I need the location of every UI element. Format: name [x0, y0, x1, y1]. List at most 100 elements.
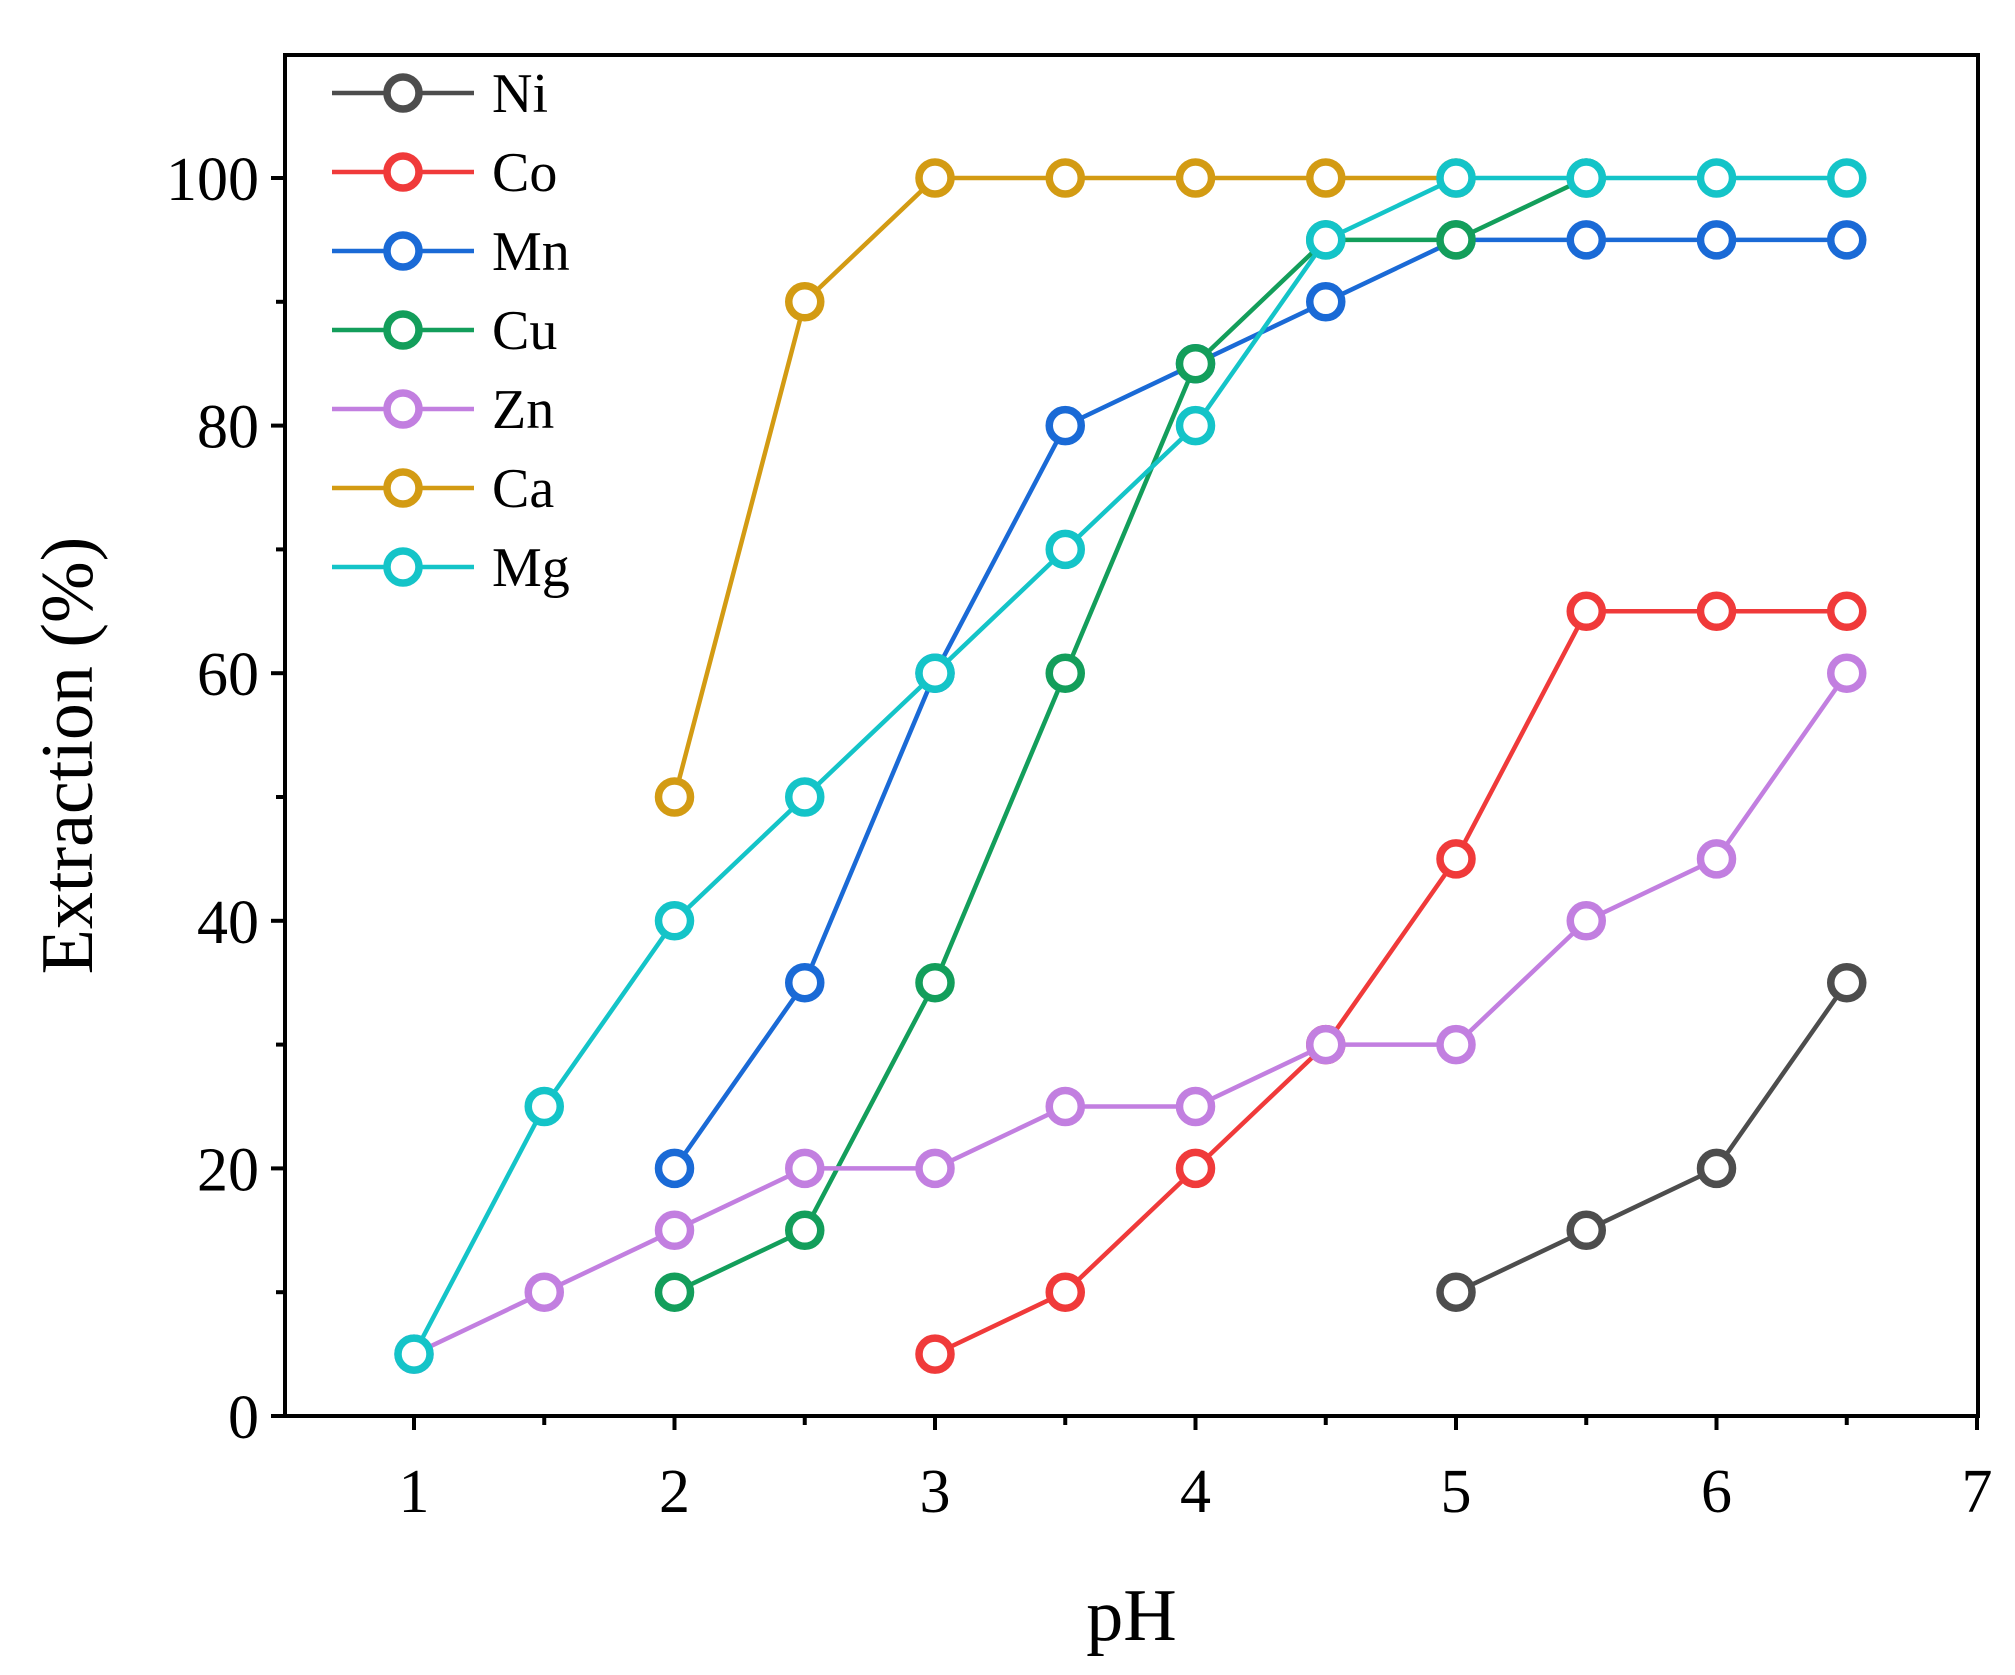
data-point-co: [1566, 591, 1606, 632]
x-tick-label: 3: [920, 1458, 951, 1526]
data-point-zn: [524, 1272, 564, 1312]
x-tick-label: 7: [1962, 1458, 1993, 1526]
data-point-mg: [1566, 158, 1606, 198]
data-point-cu: [1436, 220, 1476, 260]
legend-item-cu: Cu: [332, 300, 557, 362]
data-point-cu: [1175, 343, 1216, 384]
legend-marker: [383, 389, 423, 429]
y-tick-label: 40: [197, 889, 259, 957]
series-mn: [654, 220, 1867, 1189]
legend-label: Co: [492, 142, 557, 204]
data-point-cu: [654, 1272, 695, 1312]
data-point-zn: [1827, 653, 1867, 693]
data-point-co: [1827, 591, 1867, 632]
data-point-ni: [1566, 1210, 1606, 1251]
plot-frame: [283, 53, 1980, 1418]
data-point-mg: [1175, 405, 1216, 446]
data-point-mg: [394, 1334, 434, 1374]
x-tick-label: 1: [399, 1458, 430, 1526]
data-point-ni: [1827, 962, 1867, 1003]
series-line-mg: [412, 175, 1847, 1356]
series-line-zn: [413, 671, 1849, 1357]
series-ca: [654, 158, 1476, 817]
y-tick-label: 0: [228, 1384, 259, 1452]
data-point-ni: [1696, 1148, 1737, 1189]
legend-marker: [383, 468, 423, 508]
legend-label: Ni: [492, 63, 548, 125]
data-point-mg: [1306, 220, 1346, 260]
series-line-ni: [1455, 981, 1849, 1295]
legend-marker: [383, 73, 423, 113]
y-tick-label: 60: [197, 641, 259, 709]
plot-area: 1 2 3 4 5 6 7 0 20 40 60 80 100: [166, 53, 1993, 1526]
data-point-co: [1696, 591, 1737, 632]
data-point-zn: [654, 1210, 695, 1251]
data-point-ca: [1306, 158, 1346, 198]
y-tick-label: 100: [166, 146, 259, 214]
legend-label: Ca: [492, 458, 554, 520]
data-point-mg: [654, 901, 695, 941]
series-line-cu: [673, 175, 1588, 1295]
data-point-mg: [1696, 158, 1737, 198]
data-point-cu: [1045, 653, 1085, 693]
data-point-zn: [1436, 1024, 1476, 1065]
data-point-co: [915, 1334, 955, 1374]
legend-item-ca: Ca: [332, 458, 554, 520]
series-layer: [394, 158, 1867, 1374]
legend-label: Cu: [492, 300, 557, 362]
legend-marker: [383, 152, 423, 192]
data-point-mn: [1566, 220, 1606, 260]
data-point-ca: [785, 282, 825, 322]
data-point-mg: [1827, 158, 1867, 198]
series-line-co: [934, 609, 1847, 1357]
legend-item-ni: Ni: [332, 63, 548, 125]
data-point-co: [1436, 839, 1476, 879]
legend-label: Zn: [492, 379, 554, 441]
series-line-mn: [672, 237, 1847, 1170]
legend-item-mg: Mg: [332, 537, 570, 599]
y-axis-title: Extraction (%): [27, 537, 109, 975]
data-point-ca: [654, 777, 695, 817]
data-point-zn: [1045, 1086, 1085, 1127]
series-zn: [394, 653, 1867, 1374]
data-point-co: [1045, 1272, 1085, 1312]
data-point-mn: [1045, 405, 1085, 446]
series-co: [915, 591, 1867, 1374]
data-point-zn: [1306, 1024, 1346, 1065]
data-point-mg: [524, 1086, 564, 1127]
series-line-ca: [672, 175, 1456, 798]
x-axis-ticks: 1 2 3 4 5 6 7: [399, 1416, 1993, 1526]
series-mg: [394, 158, 1867, 1374]
data-point-ca: [915, 158, 955, 198]
data-point-mg: [1436, 158, 1476, 198]
legend-item-zn: Zn: [332, 379, 554, 441]
x-tick-label: 4: [1180, 1458, 1211, 1526]
x-tick-label: 2: [659, 1458, 690, 1526]
data-point-mg: [785, 777, 825, 817]
data-point-mn: [1827, 220, 1867, 260]
series-ni: [1436, 962, 1867, 1312]
x-tick-label: 6: [1701, 1458, 1732, 1526]
legend-item-co: Co: [332, 142, 557, 204]
legend-marker: [383, 547, 423, 587]
x-tick-label: 5: [1441, 1458, 1472, 1526]
data-point-zn: [785, 1148, 825, 1189]
data-point-co: [1175, 1148, 1216, 1189]
data-point-mn: [785, 962, 825, 1003]
x-axis-title: pH: [1086, 1575, 1176, 1657]
data-point-mg: [1045, 529, 1085, 570]
data-point-mg: [915, 653, 955, 693]
legend-item-mn: Mn: [332, 221, 570, 283]
data-point-ni: [1436, 1272, 1476, 1312]
data-point-cu: [915, 962, 955, 1003]
legend-label: Mn: [492, 221, 570, 283]
data-point-mn: [1696, 220, 1737, 260]
legend: Ni Co Mn Cu Zn Ca Mg: [332, 63, 570, 599]
data-point-mn: [654, 1148, 695, 1189]
data-point-zn: [1696, 839, 1737, 879]
data-point-mn: [1306, 282, 1346, 322]
legend-marker: [383, 310, 423, 350]
y-axis-ticks: 0 20 40 60 80 100: [166, 146, 285, 1452]
data-point-zn: [1175, 1086, 1216, 1127]
